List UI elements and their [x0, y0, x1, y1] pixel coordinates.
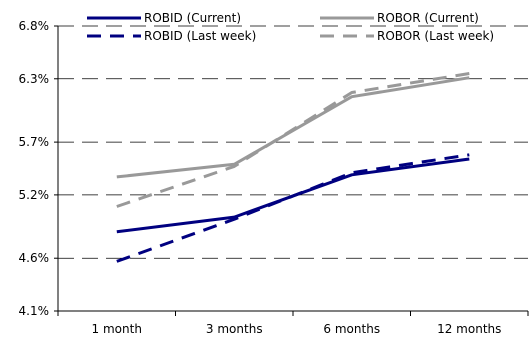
series-lines: [116, 72, 470, 263]
y-tick-label: 4.1%: [19, 304, 50, 318]
legend-label: ROBOR (Current): [377, 11, 479, 25]
gridlines: [58, 25, 528, 259]
legend-label: ROBID (Last week): [144, 29, 256, 43]
y-tick-label: 4.6%: [19, 251, 50, 265]
y-tick-label: 5.2%: [19, 188, 50, 202]
y-tick-label: 6.8%: [19, 19, 50, 33]
y-tick-label: 6.3%: [19, 72, 50, 86]
y-axis: 4.1% 4.6% 5.2% 5.7% 6.3% 6.8%: [19, 19, 58, 318]
x-tick-label: 12 months: [437, 322, 501, 336]
legend: ROBID (Current) ROBID (Last week) ROBOR (C…: [87, 11, 494, 43]
x-axis: 1 month 3 months 6 months 12 months: [57, 311, 529, 336]
x-tick-label: 3 months: [206, 322, 263, 336]
legend-label: ROBOR (Last week): [377, 29, 494, 43]
x-tick-label: 1 month: [92, 322, 142, 336]
series-line-robid-last-week: [116, 153, 470, 263]
series-line-robor-last-week: [116, 72, 470, 208]
x-tick-label: 6 months: [323, 322, 380, 336]
legend-label: ROBID (Current): [144, 11, 241, 25]
y-tick-label: 5.7%: [19, 135, 50, 149]
series-line-robor-current: [116, 76, 470, 179]
